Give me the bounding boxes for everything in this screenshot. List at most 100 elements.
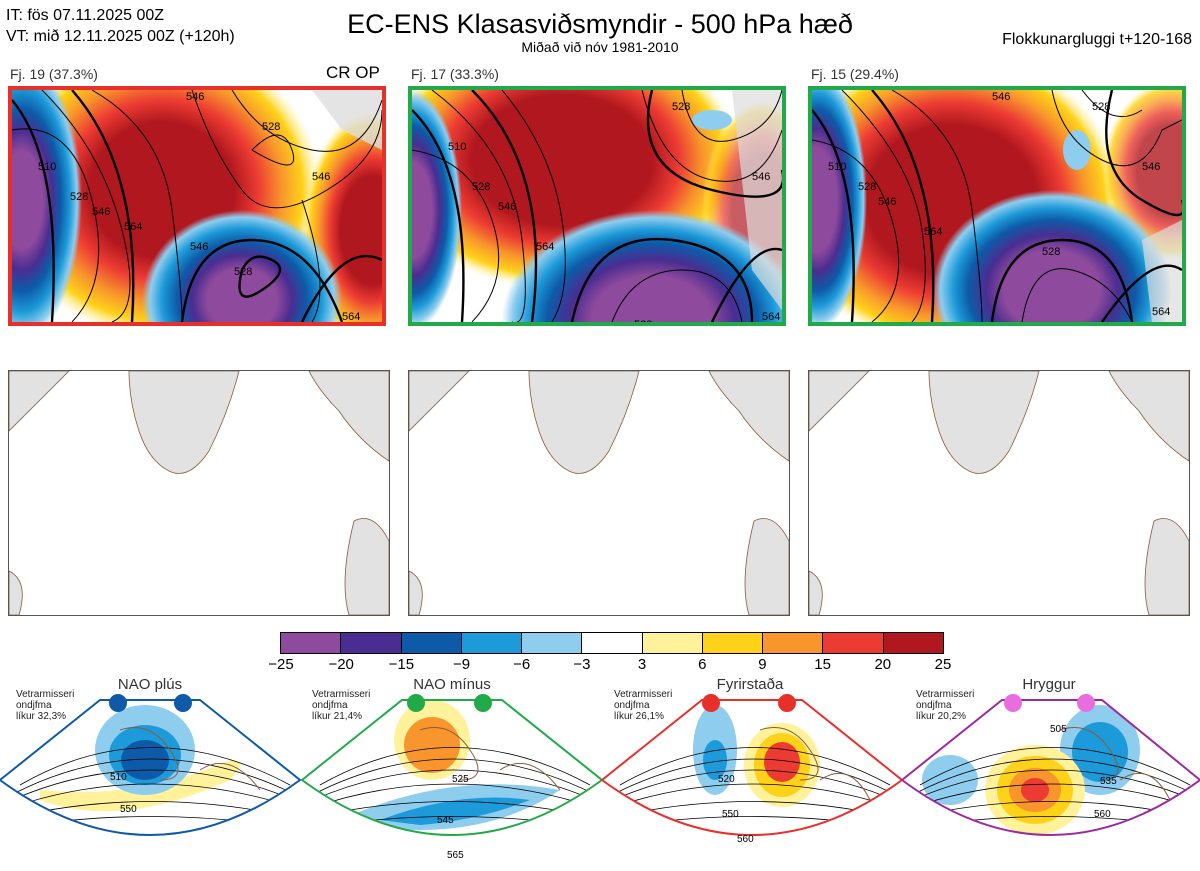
- regime-1-marker: [174, 694, 192, 712]
- colorbar-segment: [340, 633, 401, 653]
- regime-4-name: Hryggur: [1022, 676, 1076, 693]
- colorbar-segment: [521, 633, 582, 653]
- regime-2-marker: [474, 694, 492, 712]
- regime-4-marker: [1077, 694, 1095, 712]
- regime-3-info: Vetrarmisseri ondjfma líkur 26,1%: [614, 689, 672, 722]
- cluster-1-map[interactable]: 510 528 546 546 564 528 528 546 546 564: [8, 86, 386, 326]
- contour-label: 528: [70, 191, 88, 203]
- coastline-map: [9, 371, 389, 615]
- regime-2-contour: 545: [437, 815, 454, 826]
- colorbar-tick-label: 15: [814, 656, 831, 673]
- colorbar-tick-label: −3: [573, 656, 591, 673]
- contour-label: 510: [38, 161, 56, 173]
- contour-label: 546: [92, 206, 110, 218]
- colorbar-tick-label: −20: [328, 656, 354, 673]
- colorbar-segment: [822, 633, 883, 653]
- colorbar-segment: [701, 633, 763, 653]
- anomaly-colorbar: [280, 632, 944, 654]
- colorbar-tick-label: −25: [268, 656, 294, 673]
- regime-info-line: líkur 26,1%: [614, 711, 665, 722]
- contour-label: 546: [992, 91, 1010, 103]
- contour-label: 564: [536, 241, 554, 253]
- regime-info-line: ondjfma: [614, 700, 650, 711]
- colorbar-tick-label: 25: [934, 656, 952, 673]
- regime-2-info: Vetrarmisseri ondjfma líkur 21,4%: [312, 689, 370, 722]
- regime-info-line: líkur 21,4%: [312, 711, 363, 722]
- valid-time: VT: mið 12.11.2025 00Z (+120h): [6, 28, 235, 45]
- regime-2-contour: 525: [452, 774, 469, 785]
- cluster-2-map[interactable]: 510 528 546 564 528 546 564 528: [408, 86, 786, 326]
- colorbar-tick-label: 20: [874, 656, 892, 673]
- colorbar-segment: [762, 633, 823, 653]
- regime-1-contour: 510: [110, 772, 127, 783]
- regime-4-map: [902, 700, 1200, 835]
- contour-label: 528: [262, 121, 280, 133]
- contour-label: 528: [234, 266, 252, 278]
- colorbar-tick-label: −6: [513, 656, 531, 673]
- regime-2-name: NAO mínus: [413, 676, 491, 693]
- regime-3-marker: [778, 694, 796, 712]
- header-info: IT: fös 07.11.2025 00Z VT: mið 12.11.202…: [6, 5, 235, 47]
- colorbar-segment: [460, 633, 522, 653]
- regime-info-line: ondjfma: [312, 700, 348, 711]
- cluster-2-label: Fj. 17 (33.3%): [411, 66, 499, 82]
- colorbar-segment: [641, 633, 702, 653]
- regime-3-contour: 560: [737, 834, 754, 845]
- contour-label: 564: [924, 226, 942, 238]
- page-title: EC-ENS Klasasviðsmyndir - 500 hPa hæð: [347, 9, 853, 39]
- regime-info-line: Vetrarmisseri: [614, 689, 673, 700]
- regime-2-contour: 565: [447, 850, 464, 861]
- regime-info-line: ondjfma: [916, 700, 952, 711]
- contour-label: 546: [186, 91, 204, 103]
- cluster-1-anomaly-chart: 510 528 546 546 564 528 528 546 546 564: [12, 90, 382, 322]
- colorbar-tick-label: 3: [637, 656, 647, 673]
- regime-2-marker: [407, 694, 425, 712]
- contour-label: 564: [342, 311, 360, 322]
- regime-4-contour: 505: [1050, 724, 1067, 735]
- regime-info-line: Vetrarmisseri: [916, 689, 975, 700]
- regime-1-marker: [109, 694, 127, 712]
- cluster-3-map[interactable]: 510 528 546 546 564 528 546 564 528: [808, 86, 1186, 326]
- regime-maps: 510 550 525 545 565 520 550 560: [0, 694, 1200, 861]
- regime-info-line: ondjfma: [16, 700, 52, 711]
- cluster-2-anomaly-chart: 510 528 546 564 528 546 564 528: [412, 90, 782, 322]
- cluster-1-label: Fj. 19 (37.3%): [10, 66, 98, 82]
- contour-label: 546: [498, 201, 516, 213]
- contour-label: 510: [448, 141, 466, 153]
- regime-3-name: Fyrirstaða: [716, 676, 784, 693]
- contour-label: 546: [312, 171, 330, 183]
- regime-4-info: Vetrarmisseri ondjfma líkur 20,2%: [916, 689, 974, 722]
- cluster-2-detail-map[interactable]: [408, 370, 790, 616]
- colorbar-tick-label: 6: [698, 656, 707, 673]
- cluster-1-extra-label: CR OP: [326, 63, 380, 82]
- cluster-1-detail-map[interactable]: [8, 370, 390, 616]
- coastline-map: [409, 371, 789, 615]
- cluster-3-detail-map[interactable]: [808, 370, 1190, 616]
- contour-label: 528: [634, 319, 652, 322]
- colorbar-tick-label: 9: [758, 656, 767, 673]
- regime-info-line: Vetrarmisseri: [312, 689, 371, 700]
- cluster-3-anomaly-chart: 510 528 546 546 564 528 546 564 528: [812, 90, 1182, 322]
- colorbar-segment: [581, 633, 642, 653]
- regime-4-contour: 560: [1094, 809, 1111, 820]
- regime-4-contour: 535: [1100, 776, 1117, 787]
- contour-label: 528: [858, 181, 876, 193]
- coastline-map: [809, 371, 1189, 615]
- regime-1-contour: 550: [120, 804, 137, 815]
- classification-window: Flokkunargluggi t+120-168: [1002, 31, 1192, 48]
- contour-label: 528: [1092, 101, 1110, 113]
- regime-info-line: líkur 20,2%: [916, 711, 967, 722]
- contour-label: 546: [190, 241, 208, 253]
- regime-4-marker: [1004, 694, 1022, 712]
- regime-3-contour: 550: [722, 809, 739, 820]
- cluster-3-label: Fj. 15 (29.4%): [811, 66, 899, 82]
- colorbar-tick-label: −9: [452, 656, 471, 673]
- initial-time: IT: fös 07.11.2025 00Z: [6, 7, 165, 24]
- regime-1-name: NAO plús: [117, 676, 183, 693]
- contour-label: 564: [762, 311, 780, 322]
- colorbar-tick-label: −15: [388, 656, 415, 673]
- contour-label: 564: [1152, 306, 1170, 318]
- colorbar-segment: [882, 633, 943, 653]
- contour-label: 528: [1042, 246, 1060, 258]
- contour-label: 528: [472, 181, 490, 193]
